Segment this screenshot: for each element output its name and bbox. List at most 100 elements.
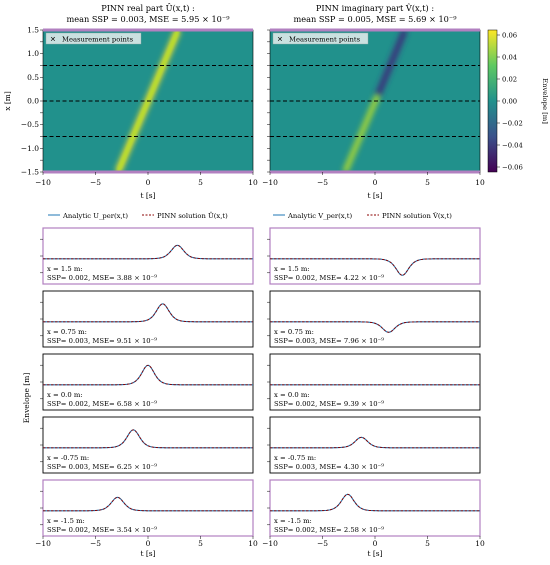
heatmap-xtick-label: −5	[90, 178, 101, 187]
line-xtick-label: −10	[35, 539, 51, 548]
heatmap-right-title-2: mean SSP = 0.005, MSE = 5.69 × 10⁻⁹	[293, 14, 457, 24]
pinn-line	[43, 364, 253, 386]
heatmap-left-ylabel: x [m]	[3, 91, 12, 111]
pinn-line	[43, 429, 253, 449]
pinn-line	[43, 496, 253, 512]
heatmap-xtick-label: 0	[146, 178, 151, 187]
cross-icon: ✕	[50, 36, 56, 44]
panel-position-label: x = 1.5 m:	[47, 265, 83, 273]
heatmap-left-title-2: mean SSP = 0.003, MSE = 5.95 × 10⁻⁹	[66, 14, 230, 24]
heatmap-right-xlabel: t [s]	[367, 191, 382, 200]
panel-position-label: x = 1.5 m:	[274, 265, 310, 273]
colorbar-tick-label: −0.06	[502, 164, 523, 172]
colorbar-tick-label: −0.02	[502, 120, 523, 128]
line-panel-right-3: x = -0.75 m:SSP= 0.003, MSE= 4.30 × 10⁻⁹	[267, 416, 481, 474]
line-xtick-label: −5	[90, 539, 101, 548]
lines-left-xlabel: t [s]	[140, 549, 155, 558]
line-panel-right-0: x = 1.5 m:SSP= 0.002, MSE= 4.22 × 10⁻⁹	[267, 227, 481, 285]
panel-position-label: x = 0.75 m:	[47, 328, 87, 336]
pinn-line	[270, 436, 480, 449]
line-xtick-label: 10	[248, 539, 258, 548]
heatmap-ytick-label: −1.5	[21, 168, 39, 177]
svg-text:Measurement points: Measurement points	[289, 36, 361, 44]
pinn-line	[43, 303, 253, 323]
heatmap-left-title-1: PINN real part Û(x,t) :	[101, 3, 195, 13]
heatmap-xtick-label: 0	[373, 178, 378, 187]
line-panel-left-1: x = 0.75 m:SSP= 0.003, MSE= 9.51 × 10⁻⁹	[40, 290, 254, 348]
line-panel-right-2: x = 0.0 m:SSP= 0.002, MSE= 9.39 × 10⁻⁹	[267, 353, 481, 411]
lines-right-xlabel: t [s]	[367, 549, 382, 558]
panel-stats-label: SSP= 0.003, MSE= 9.51 × 10⁻⁹	[47, 337, 157, 345]
panel-position-label: x = -1.5 m:	[47, 517, 85, 525]
analytic-line	[43, 244, 253, 260]
svg-text:Measurement points: Measurement points	[62, 36, 134, 44]
heatmap-xtick-label: 10	[248, 178, 258, 187]
panel-position-label: x = 0.75 m:	[274, 328, 314, 336]
line-panel-left-3: x = -0.75 m:SSP= 0.003, MSE= 6.25 × 10⁻⁹	[40, 416, 254, 474]
pinn-line	[270, 493, 480, 512]
panel-position-label: x = -1.5 m:	[274, 517, 312, 525]
line-xtick-label: −5	[317, 539, 328, 548]
panel-stats-label: SSP= 0.003, MSE= 7.96 × 10⁻⁹	[274, 337, 384, 345]
colorbar-tick-label: −0.04	[502, 142, 523, 150]
pinn-line	[270, 258, 480, 276]
heatmap-xtick-label: 10	[475, 178, 485, 187]
colorbar-tick-label: 0.04	[502, 54, 517, 62]
panel-position-label: x = 0.0 m:	[47, 391, 83, 399]
panel-position-label: x = -0.75 m:	[274, 454, 316, 462]
wave-crest-right	[342, 94, 381, 172]
svg-text:PINN solution V̂(x,t): PINN solution V̂(x,t)	[382, 212, 452, 220]
svg-text:Analytic V_per(x,t): Analytic V_per(x,t)	[287, 212, 353, 220]
analytic-line	[270, 436, 480, 449]
panel-stats-label: SSP= 0.002, MSE= 3.54 × 10⁻⁹	[47, 526, 157, 534]
line-legend-right: Analytic V_per(x,t) PINN solution V̂(x,t…	[273, 212, 452, 220]
panel-position-label: x = 0.0 m:	[274, 391, 310, 399]
envelope-ylabel: Envelope [m]	[22, 373, 31, 424]
line-xtick-label: −10	[262, 539, 278, 548]
svg-text:Analytic U_per(x,t): Analytic U_per(x,t)	[62, 212, 128, 220]
heatmap-ytick-label: −0.5	[21, 120, 39, 129]
panel-stats-label: SSP= 0.003, MSE= 6.25 × 10⁻⁹	[47, 463, 157, 471]
colorbar	[487, 29, 498, 173]
heatmap-xtick-label: −10	[262, 178, 278, 187]
line-panel-right-1: x = 0.75 m:SSP= 0.003, MSE= 7.96 × 10⁻⁹	[267, 290, 481, 348]
line-xtick-label: 5	[425, 539, 430, 548]
panel-stats-label: SSP= 0.002, MSE= 9.39 × 10⁻⁹	[274, 400, 384, 408]
panel-stats-label: SSP= 0.002, MSE= 4.22 × 10⁻⁹	[274, 274, 384, 282]
panel-stats-label: SSP= 0.002, MSE= 6.58 × 10⁻⁹	[47, 400, 157, 408]
heatmap-ytick-label: −1.0	[21, 144, 39, 153]
heatmap-xtick-label: 5	[425, 178, 430, 187]
line-legend-left: Analytic U_per(x,t) PINN solution Û(x,t)	[48, 211, 228, 220]
heatmap-ytick-label: 1.0	[27, 49, 39, 58]
pinn-line	[43, 244, 253, 260]
panel-stats-label: SSP= 0.003, MSE= 4.30 × 10⁻⁹	[274, 463, 384, 471]
heatmap-ytick-label: 0.5	[27, 73, 39, 82]
svg-text:PINN solution Û(x,t): PINN solution Û(x,t)	[157, 211, 228, 220]
colorbar-tick-label: 0.06	[502, 32, 517, 40]
colorbar-label: Envelope [m]	[541, 78, 549, 124]
heatmap-left-legend: ✕ Measurement points	[45, 32, 142, 45]
analytic-line	[43, 364, 253, 386]
colorbar-tick-label: 0.00	[502, 98, 517, 106]
line-panel-left-0: x = 1.5 m:SSP= 0.002, MSE= 3.88 × 10⁻⁹	[40, 227, 254, 285]
line-xtick-label: 5	[198, 539, 203, 548]
line-xtick-label: 0	[146, 539, 151, 548]
colorbar-tick-label: 0.02	[502, 76, 517, 84]
line-xtick-label: 10	[475, 539, 485, 548]
analytic-line	[43, 496, 253, 512]
line-xtick-label: 0	[373, 539, 378, 548]
heatmap-ytick-label: 0.0	[27, 97, 39, 106]
heatmap-right-title-1: PINN imaginary part V̂(x,t) :	[316, 3, 434, 13]
heatmap-left-xlabel: t [s]	[140, 191, 155, 200]
cross-icon: ✕	[277, 36, 283, 44]
analytic-line	[43, 429, 253, 449]
analytic-line	[270, 493, 480, 512]
heatmap-ytick-label: 1.5	[27, 26, 39, 35]
pinn-line	[270, 321, 480, 333]
heatmap-xtick-label: −10	[35, 178, 51, 187]
line-panel-left-4: x = -1.5 m:SSP= 0.002, MSE= 3.54 × 10⁻⁹	[40, 479, 254, 537]
heatmap-right-legend: ✕ Measurement points	[272, 32, 369, 45]
line-panel-right-4: x = -1.5 m:SSP= 0.002, MSE= 2.58 × 10⁻⁹	[267, 479, 481, 537]
panel-stats-label: SSP= 0.002, MSE= 3.88 × 10⁻⁹	[47, 274, 157, 282]
heatmap-xtick-label: −5	[317, 178, 328, 187]
